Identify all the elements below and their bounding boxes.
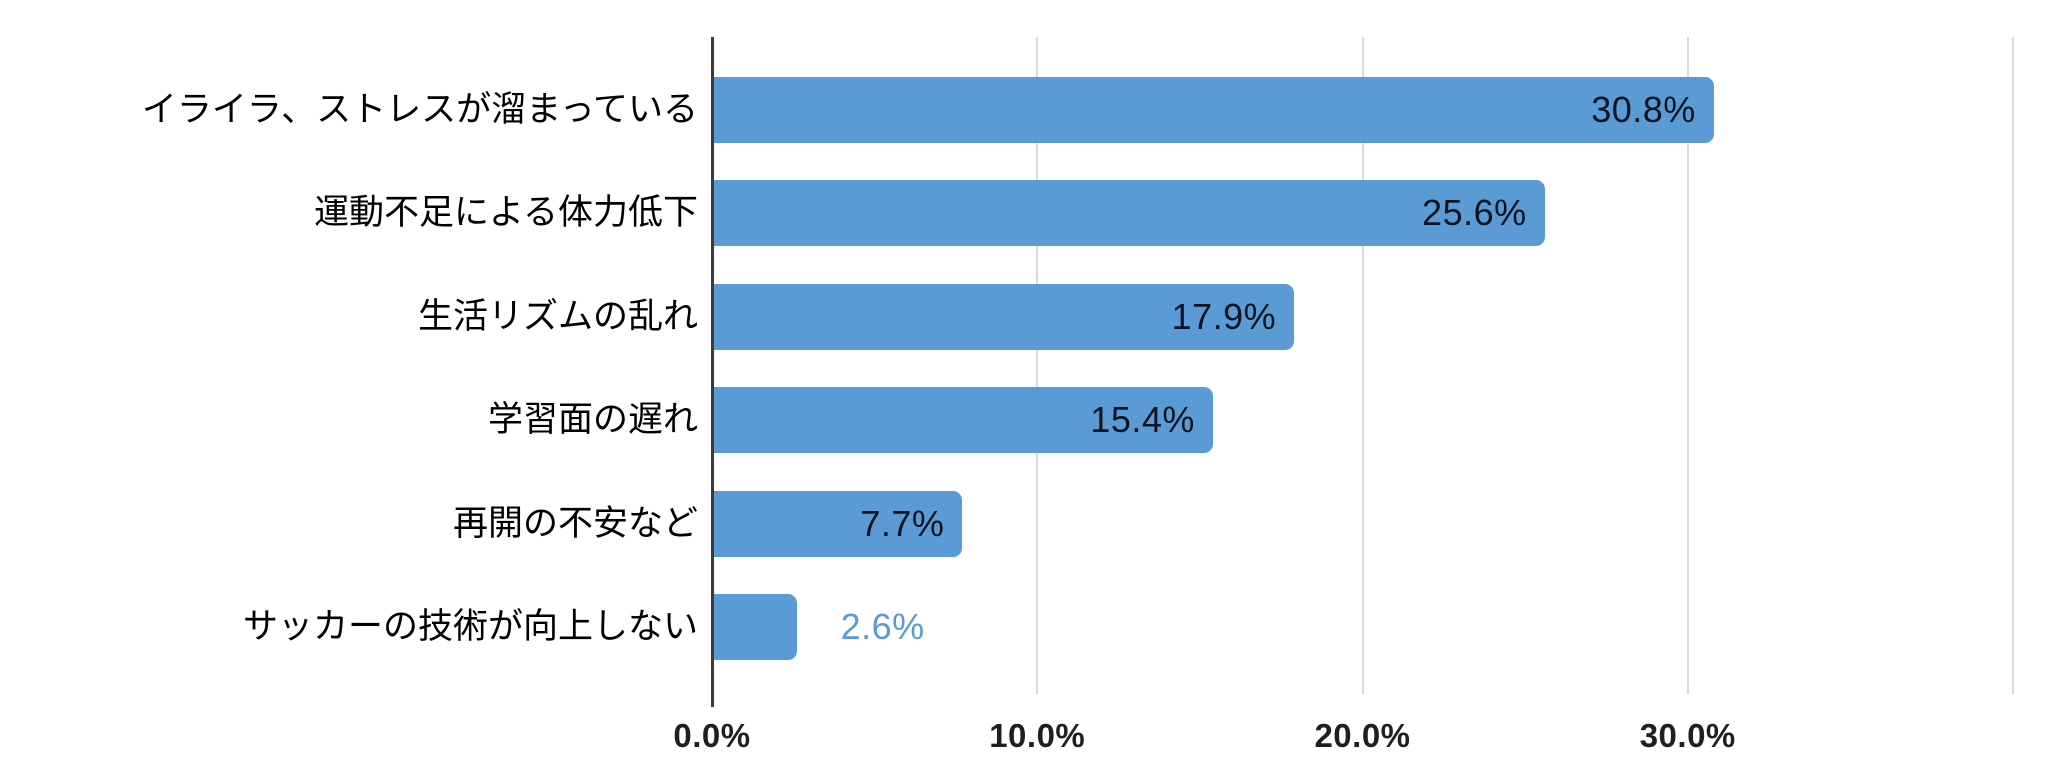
x-axis-zero-tick [710,694,714,707]
category-label: 運動不足による体力低下 [314,193,698,233]
bar: 7.7% [713,490,963,557]
category-label: 生活リズムの乱れ [417,296,698,337]
x-tick-label: 10.0% [989,717,1086,754]
bar: 17.9% [713,283,1295,350]
bar-data-label: 2.6% [840,606,925,647]
x-tick-label: 0.0% [673,717,751,754]
x-tick-label: 30.0% [1639,717,1736,754]
category-label: イライラ、ストレスが溜まっている [141,89,698,130]
gridline [1036,37,1039,694]
bar: 25.6% [713,180,1545,246]
bar-data-label: 7.7% [860,502,945,544]
gridline [1686,37,1689,694]
y-axis-line [710,37,714,694]
bar-data-label: 25.6% [1422,192,1527,233]
category-label: サッカーの技術が向上しない [242,607,698,647]
bar-data-label: 17.9% [1171,295,1277,337]
gridline [1361,37,1364,694]
category-label: 学習面の遅れ [487,400,698,440]
category-label: 再開の不安など [452,503,698,544]
x-tick-label: 20.0% [1314,717,1411,754]
bar-data-label: 15.4% [1090,399,1195,440]
bar-data-label: 30.8% [1591,88,1696,130]
gridline [2012,37,2014,694]
bar: 15.4% [713,387,1213,453]
bar: 30.8% [713,76,1714,143]
bar: 2.6% [713,594,924,660]
